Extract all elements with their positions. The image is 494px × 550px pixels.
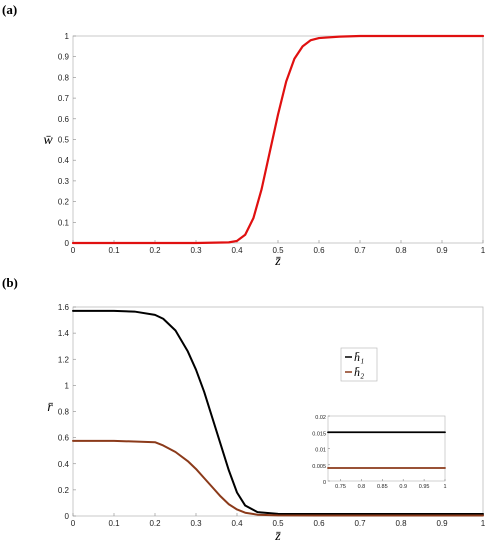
x-tick-label: 0.85 [377,484,388,490]
x-tick-label: 0 [71,246,76,255]
y-tick-label: 0.8 [58,73,70,82]
x-tick-label: 0.8 [395,246,407,255]
y-ticks-a: 0 0.1 0.2 0.3 0.4 0.5 0.6 0.7 0.8 0.9 1 [58,32,76,248]
panel-label-b: (b) [2,275,18,290]
legend-box [340,347,378,382]
x-axis-label-b: z̄ [274,529,281,544]
x-tick-label: 0.3 [190,246,202,255]
y-tick-label: 0.4 [58,156,70,165]
x-tick-label: 1 [481,519,486,528]
x-tick-label: 0.7 [354,246,366,255]
inset-y-ticks: 0 0.005 0.01 0.015 0.02 [312,415,330,486]
x-ticks-a: 0 0.1 0.2 0.3 0.4 0.5 0.6 0.7 0.8 0.9 1 [71,240,486,255]
inset-x-ticks: 0.75 0.8 0.85 0.9 0.95 1 [335,479,447,490]
x-tick-label: 0.8 [395,519,407,528]
inset-series [327,431,446,469]
inset-frame [327,415,446,482]
x-tick-label: 0 [71,519,76,528]
x-tick-label: 0.2 [149,246,161,255]
y-ticks-b: 0 0.2 0.4 0.6 0.8 1 1.2 1.4 1.6 [58,303,76,521]
x-tick-label: 0.5 [272,519,284,528]
y-tick-label: 0.6 [58,434,70,443]
y-tick-label: 1.2 [58,355,70,364]
plot-frame-a [72,35,484,244]
x-tick-label: 0.1 [108,246,120,255]
x-tick-label: 0.4 [231,246,243,255]
y-tick-label: 0.5 [58,136,70,145]
y-tick-label: 0.7 [58,94,70,103]
x-tick-label: 0.4 [231,519,243,528]
x-tick-label: 0.75 [335,484,346,490]
x-tick-label: 0.2 [149,519,161,528]
y-tick-label: 0.4 [58,460,70,469]
x-tick-label: 0.3 [190,519,202,528]
series-line-1 [72,309,484,516]
x-tick-label: 0.6 [313,246,325,255]
x-axis-label-a: z̄ [274,254,281,269]
y-tick-label: 1.6 [58,303,70,312]
x-tick-label: 0.9 [436,519,448,528]
legend-label-h2: h̄₂ [354,365,364,379]
x-tick-label: 0.8 [358,484,366,490]
x-tick-label: 1 [481,246,486,255]
y-tick-label: 0 [65,512,70,521]
y-tick-label: 0.8 [58,408,70,417]
y-tick-label: 0.01 [315,448,326,454]
legend-label-h1: h̄₁ [354,350,364,364]
x-tick-label: 1 [443,484,446,490]
y-tick-label: 1 [65,32,70,41]
legend: h̄₁ h̄₂ [340,347,378,382]
y-tick-label: 1 [65,381,70,390]
y-tick-label: 0.2 [58,198,70,207]
series-line-1 [71,34,485,245]
series-a [71,34,485,245]
panel-a: (a) 0 0.1 0.2 0.3 0.4 0.5 0.6 0.7 0.8 0.9 1 0 0.1 0.… [2,2,486,269]
x-tick-label: 0.6 [313,519,325,528]
y-tick-label: 0.015 [312,431,326,437]
y-tick-label: 0.02 [315,415,326,421]
x-tick-label: 0.1 [108,519,120,528]
y-tick-label: 0.6 [58,115,70,124]
x-ticks-b: 0 0.1 0.2 0.3 0.4 0.5 0.6 0.7 0.8 0.9 1 [71,513,486,528]
y-tick-label: 0.3 [58,177,70,186]
y-tick-label: 0.1 [58,218,70,227]
x-tick-label: 0.9 [399,484,407,490]
x-tick-label: 0.7 [354,519,366,528]
panel-label-a: (a) [2,2,17,17]
y-tick-label: 0 [323,480,326,486]
panel-b: (b) 0 0.1 0.2 0.3 0.4 0.5 0.6 0.7 0.8 0.9 1 0 0.2 0.… [2,275,486,544]
inset-plot: 0.75 0.8 0.85 0.9 0.95 1 0 0.005 0.01 0.015 0.02 [312,415,446,490]
y-tick-label: 0.2 [58,486,70,495]
y-tick-label: 0 [65,239,70,248]
y-tick-label: 0.005 [312,464,326,470]
series-b [72,309,484,517]
x-tick-label: 0.5 [272,246,284,255]
y-axis-label-b: r̄ [47,400,53,415]
y-tick-label: 1.4 [58,329,70,338]
x-tick-label: 0.95 [419,484,430,490]
y-axis-label-a: w̄ [43,133,53,148]
y-tick-label: 0.9 [58,53,70,62]
series-line-2 [72,439,484,517]
x-tick-label: 0.9 [436,246,448,255]
